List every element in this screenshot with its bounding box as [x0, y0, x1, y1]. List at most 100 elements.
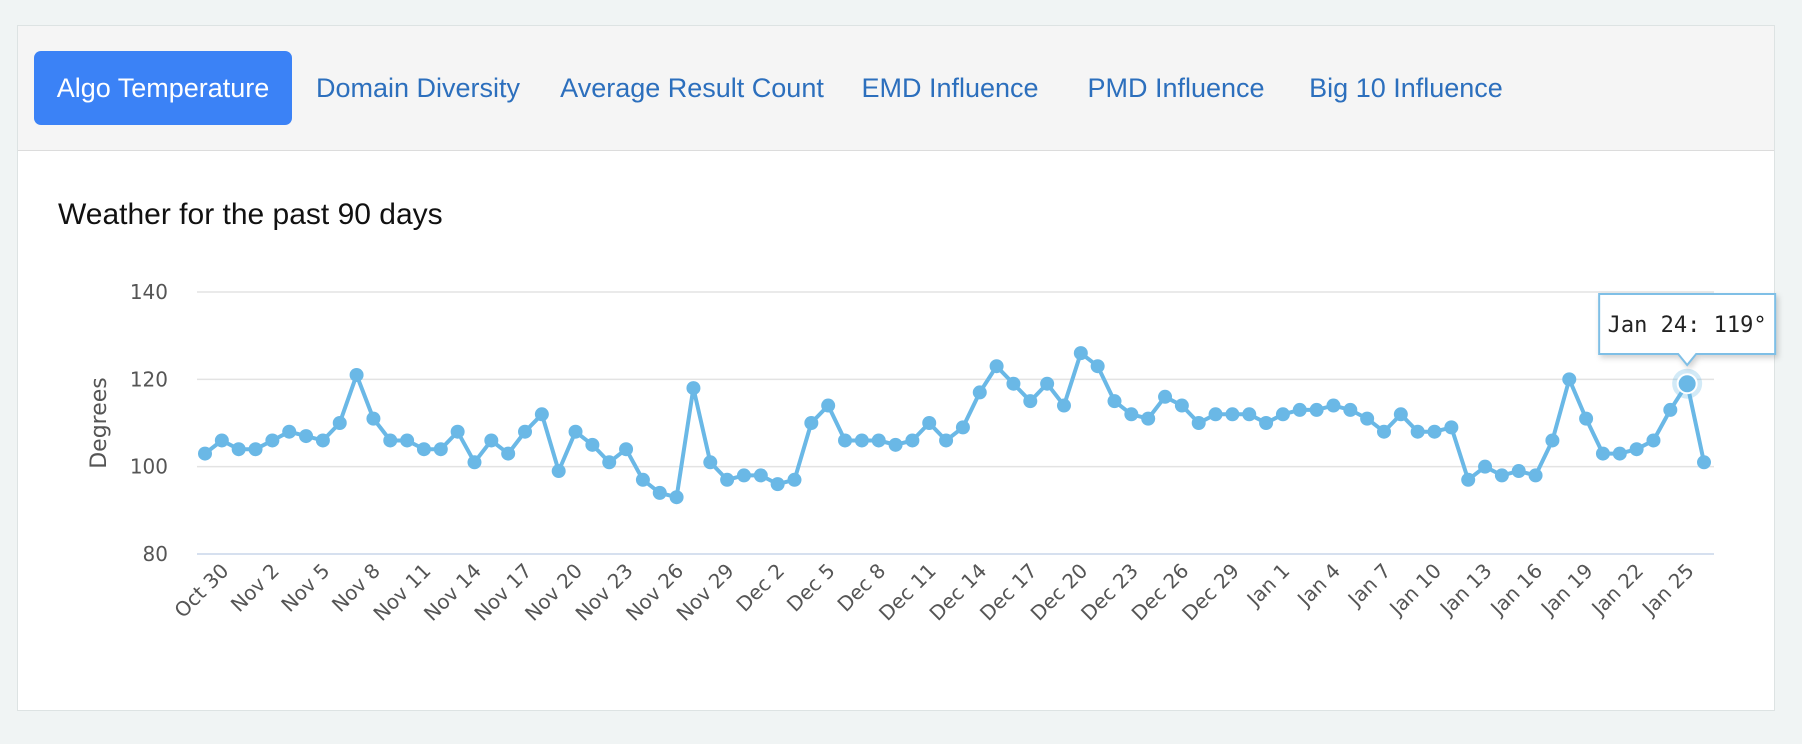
x-tick-label: Nov 29	[672, 559, 739, 626]
data-point	[720, 472, 735, 487]
data-point	[905, 433, 920, 448]
tab-bar: Algo Temperature Domain Diversity Averag…	[18, 26, 1774, 151]
data-point	[400, 433, 415, 448]
tab-big-10-influence[interactable]: Big 10 Influence	[1309, 72, 1503, 103]
data-point	[1562, 372, 1577, 387]
x-tick-label: Dec 2	[731, 559, 789, 617]
data-point	[1225, 407, 1240, 422]
chart-title: Weather for the past 90 days	[58, 198, 443, 231]
data-point	[1595, 446, 1610, 461]
data-point	[1663, 402, 1678, 417]
data-point	[736, 468, 751, 483]
data-point	[821, 398, 836, 413]
data-point	[366, 411, 381, 426]
data-point	[433, 442, 448, 457]
data-point	[349, 367, 364, 382]
data-point	[1612, 446, 1627, 461]
data-point	[1444, 420, 1459, 435]
data-point	[265, 433, 280, 448]
data-point	[231, 442, 246, 457]
data-point	[534, 407, 549, 422]
data-point	[467, 455, 482, 470]
data-point	[1056, 398, 1071, 413]
data-point	[1242, 407, 1257, 422]
data-point	[1326, 398, 1341, 413]
data-point	[1478, 459, 1493, 474]
data-point	[1090, 359, 1105, 374]
data-point	[1629, 442, 1644, 457]
x-tick-label: Jan 22	[1585, 559, 1648, 622]
x-tick-label: Jan 16	[1484, 559, 1547, 622]
chart-card: Algo Temperature Domain Diversity Averag…	[17, 25, 1775, 711]
x-tick-label: Dec 29	[1177, 559, 1244, 626]
data-point	[1023, 394, 1038, 409]
data-point	[1124, 407, 1139, 422]
y-tick-label: 100	[130, 455, 168, 479]
tooltip-box	[1598, 293, 1777, 367]
data-point	[518, 424, 533, 439]
data-point	[332, 416, 347, 430]
data-point	[770, 477, 785, 492]
data-point	[922, 416, 937, 430]
data-point	[1360, 411, 1375, 426]
data-point	[854, 433, 869, 448]
data-point	[383, 433, 398, 448]
x-tick-label: Jan 1	[1241, 559, 1295, 613]
data-point	[1343, 402, 1358, 417]
data-point	[1259, 416, 1274, 430]
data-point	[804, 416, 819, 430]
tab-emd-influence[interactable]: EMD Influence	[861, 72, 1039, 103]
x-tick-label: Jan 10	[1383, 559, 1446, 622]
data-point	[1191, 416, 1206, 430]
data-point	[1545, 433, 1560, 448]
data-point	[1528, 468, 1543, 483]
data-point	[1174, 398, 1189, 413]
data-point	[686, 381, 701, 396]
data-point	[871, 433, 886, 448]
tab-algo-temperature[interactable]: Algo Temperature	[34, 51, 292, 125]
data-point	[703, 455, 718, 470]
data-point	[787, 472, 802, 487]
tooltip-text: Jan 24: 119°	[1608, 313, 1767, 338]
data-point	[315, 433, 330, 448]
data-point	[939, 433, 954, 448]
data-point	[299, 429, 314, 444]
data-point	[1697, 455, 1711, 470]
data-point	[551, 464, 566, 479]
data-point	[888, 437, 903, 452]
data-point	[1376, 424, 1391, 439]
data-point	[955, 420, 970, 435]
tab-domain-diversity[interactable]: Domain Diversity	[315, 72, 521, 103]
data-point	[1040, 376, 1055, 391]
y-tick-label: 140	[130, 280, 168, 304]
data-point	[619, 442, 634, 457]
data-point	[1427, 424, 1442, 439]
tab-average-result-count[interactable]: Average Result Count	[560, 72, 824, 103]
x-tick-label: Jan 13	[1434, 559, 1497, 622]
data-point	[1006, 376, 1021, 391]
data-point	[1646, 433, 1661, 448]
data-point	[1208, 407, 1223, 422]
data-point	[989, 359, 1004, 374]
x-tick-label: Jan 4	[1291, 559, 1345, 613]
x-tick-label: Jan 25	[1636, 559, 1699, 622]
data-point	[1579, 411, 1594, 426]
data-point	[1292, 402, 1307, 417]
data-point	[1275, 407, 1290, 422]
tab-pmd-influence[interactable]: PMD Influence	[1087, 72, 1265, 103]
data-point	[1461, 472, 1476, 487]
data-point	[416, 442, 431, 457]
data-point	[635, 472, 650, 487]
data-point	[652, 485, 667, 500]
data-point	[1158, 389, 1173, 404]
highlight-point	[1676, 373, 1698, 395]
data-point	[1494, 468, 1509, 483]
y-axis-label: Degrees	[87, 377, 112, 469]
data-point	[1309, 402, 1324, 417]
data-point	[1141, 411, 1156, 426]
data-point	[501, 446, 516, 461]
data-point	[1511, 464, 1526, 479]
x-tick-label: Nov 5	[276, 559, 334, 617]
data-point	[585, 437, 600, 452]
